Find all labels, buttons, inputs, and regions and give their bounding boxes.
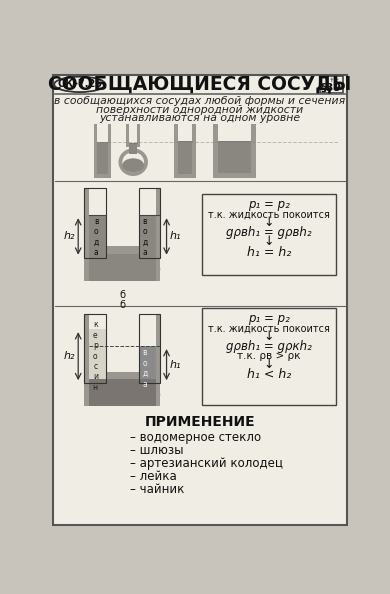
Text: §39: §39 (321, 83, 342, 93)
Bar (84, 372, 160, 406)
Bar (202, 194, 335, 276)
Text: h₁ < h₂: h₁ < h₂ (247, 368, 291, 381)
Text: h₁: h₁ (170, 359, 181, 369)
Ellipse shape (122, 152, 144, 172)
Bar (139, 314, 160, 394)
Text: h₂: h₂ (64, 231, 75, 241)
Bar (89, 329, 106, 383)
Bar (89, 254, 156, 281)
Bar (84, 188, 106, 258)
Text: p₁ = p₂: p₁ = p₂ (248, 198, 290, 211)
Text: б: б (119, 290, 126, 300)
Text: ↓: ↓ (264, 330, 274, 343)
Bar (202, 308, 335, 405)
Bar (139, 215, 156, 258)
Text: в
о
д
а: в о д а (142, 217, 147, 257)
Bar (213, 124, 256, 178)
Ellipse shape (84, 258, 160, 281)
Bar (178, 141, 192, 173)
Text: в
о
д
а: в о д а (93, 217, 99, 257)
Bar (129, 143, 137, 154)
Bar (84, 246, 160, 281)
Bar (174, 124, 196, 178)
Bar (139, 314, 156, 383)
Text: т.к. жидкость покоится: т.к. жидкость покоится (208, 210, 330, 220)
Ellipse shape (122, 158, 144, 172)
Bar (139, 346, 156, 383)
Text: ↓: ↓ (264, 235, 274, 248)
Text: – водомерное стекло: – водомерное стекло (130, 431, 261, 444)
Text: СООБЩАЮЩИЕСЯ СОСУДЫ: СООБЩАЮЩИЕСЯ СОСУДЫ (48, 75, 351, 94)
Text: поверхности однородной жидкости: поверхности однородной жидкости (96, 105, 303, 115)
Text: в
о
д
а: в о д а (142, 349, 147, 388)
Text: ↓: ↓ (264, 358, 274, 371)
Bar (84, 314, 106, 383)
Bar (97, 142, 108, 175)
Text: в сообщающихся сосудах любой формы и сечения: в сообщающихся сосудах любой формы и сеч… (54, 96, 346, 106)
Text: устанавливаются на одном уровне: устанавливаются на одном уровне (99, 113, 300, 123)
Text: a: a (119, 273, 125, 283)
Text: h₁ = h₂: h₁ = h₂ (247, 246, 291, 259)
Bar (139, 188, 160, 269)
Text: gρвh₁ = gρкh₂: gρвh₁ = gρкh₂ (226, 340, 312, 353)
Text: т.к. жидкость покоится: т.к. жидкость покоится (208, 324, 330, 333)
Bar (89, 254, 156, 285)
Text: ↓: ↓ (264, 216, 274, 229)
Text: т.к. ρв > ρк: т.к. ρв > ρк (237, 351, 301, 361)
Text: ОК–7.25: ОК–7.25 (57, 80, 102, 89)
Ellipse shape (89, 259, 156, 279)
Bar (84, 314, 106, 394)
Bar (126, 124, 140, 147)
Bar (139, 314, 160, 383)
Text: a: a (92, 397, 98, 407)
Bar (89, 314, 106, 383)
Ellipse shape (89, 385, 156, 405)
Bar (139, 188, 160, 258)
Ellipse shape (54, 77, 105, 92)
Text: б: б (119, 300, 126, 310)
Text: gρвh₁ = gρвh₂: gρвh₁ = gρвh₂ (226, 226, 312, 239)
Text: б: б (146, 397, 152, 407)
Bar (218, 124, 251, 173)
Bar (139, 188, 156, 258)
Ellipse shape (119, 148, 148, 176)
Bar (97, 124, 108, 175)
Text: – шлюзы: – шлюзы (130, 444, 184, 457)
Text: ✝✝✝: ✝✝✝ (324, 78, 340, 83)
Ellipse shape (84, 383, 160, 406)
Bar (89, 215, 106, 258)
Bar (89, 380, 156, 410)
Ellipse shape (89, 385, 156, 405)
Bar (89, 380, 156, 406)
Text: h₂: h₂ (64, 351, 75, 361)
Text: ПРИМЕНЕНИЕ: ПРИМЕНЕНИЕ (145, 415, 255, 429)
Ellipse shape (89, 259, 156, 279)
Text: – чайник: – чайник (130, 483, 184, 496)
Text: – артезианский колодец: – артезианский колодец (130, 457, 283, 470)
Text: к
е
р
о
с
и
н: к е р о с и н (93, 321, 98, 392)
Bar (320, 76, 343, 93)
Text: – лейка: – лейка (130, 470, 177, 483)
Bar (129, 124, 137, 145)
Bar (89, 188, 106, 258)
Text: p₁ = p₂: p₁ = p₂ (248, 312, 290, 325)
Bar (94, 124, 111, 178)
Text: h₁: h₁ (170, 231, 181, 241)
Bar (218, 141, 251, 173)
Bar (178, 124, 192, 173)
Bar (84, 188, 106, 269)
